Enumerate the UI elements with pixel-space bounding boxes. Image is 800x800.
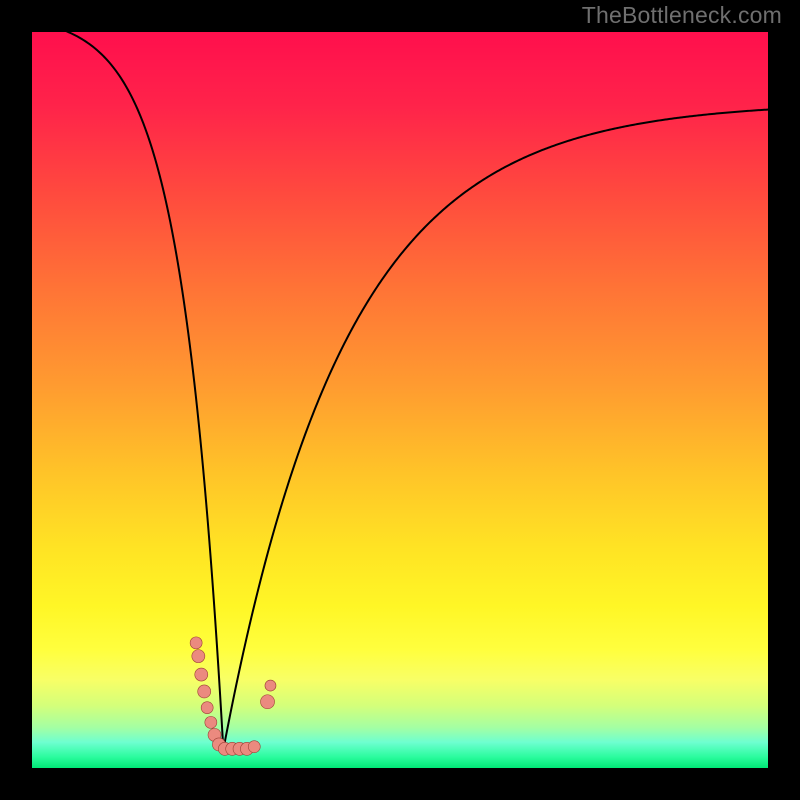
scatter-dot (248, 741, 260, 753)
bottleneck-chart-svg (0, 0, 800, 800)
scatter-dot (192, 650, 205, 663)
scatter-dot (261, 695, 275, 709)
scatter-dot (190, 637, 202, 649)
scatter-dot (195, 668, 208, 681)
scatter-dot (265, 680, 276, 691)
chart-frame: TheBottleneck.com (0, 0, 800, 800)
watermark-text: TheBottleneck.com (582, 2, 782, 29)
scatter-dot (205, 716, 217, 728)
scatter-dot (201, 702, 213, 714)
gradient-background (32, 32, 768, 768)
scatter-dot (198, 685, 211, 698)
frame-bottom (0, 778, 800, 800)
